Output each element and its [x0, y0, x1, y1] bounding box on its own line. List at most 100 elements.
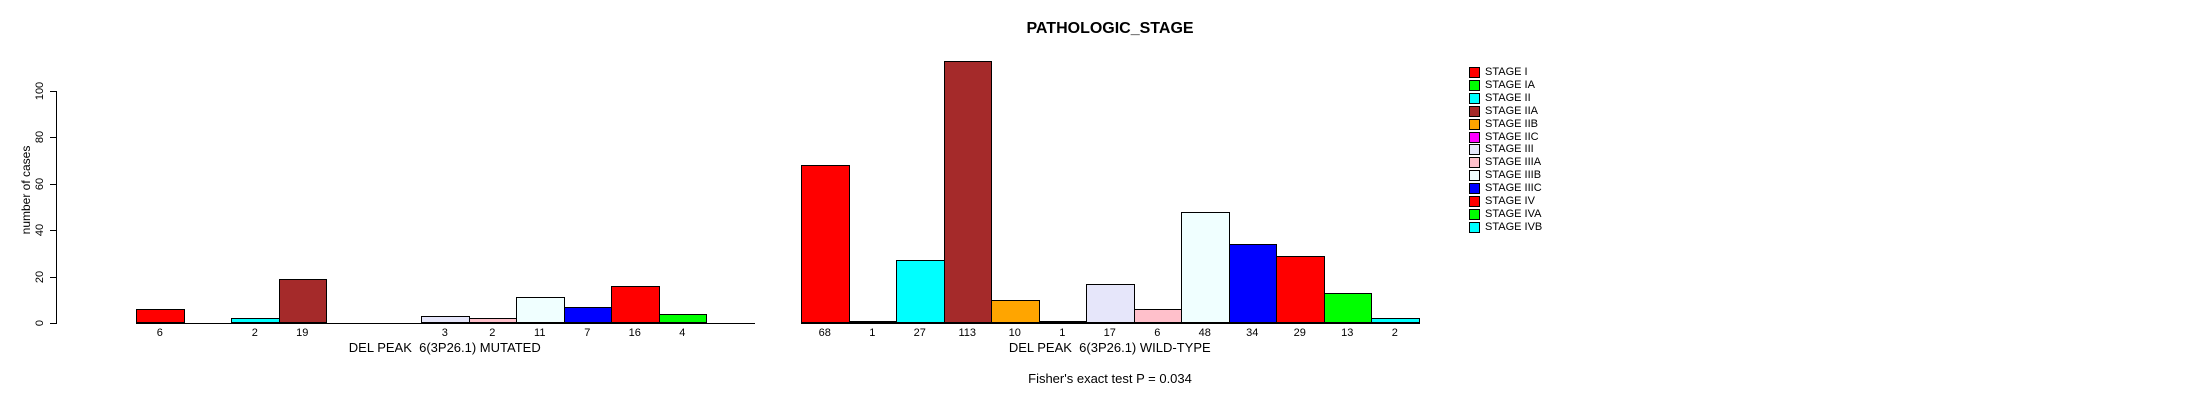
- bar-value-label: 6: [1154, 327, 1161, 339]
- legend-item-stage-iiic: STAGE IIIC: [1469, 182, 1542, 195]
- bar-stage-iiic-mutated: [563, 306, 612, 323]
- y-tick-mark: [50, 137, 57, 139]
- bar-stage-ivb-wild-type: [1371, 318, 1420, 323]
- bar-stage-iva-wild-type: [1323, 292, 1372, 323]
- legend-item-stage-iii: STAGE III: [1469, 143, 1534, 156]
- legend-swatch: [1469, 157, 1480, 169]
- bar-stage-iv-wild-type: [1276, 255, 1325, 323]
- bar-stage-iiib-mutated: [516, 297, 565, 323]
- x-axis-group-label-mutated: DEL PEAK 6(3P26.1) MUTATED: [348, 340, 541, 355]
- y-tick-label: 80: [34, 131, 46, 144]
- legend-item-stage-ivb: STAGE IVB: [1469, 221, 1542, 234]
- y-tick-label: 0: [34, 319, 46, 327]
- bar-stage-iii-mutated: [421, 316, 470, 323]
- legend-swatch: [1469, 105, 1480, 117]
- bar-value-label: 16: [628, 327, 641, 339]
- bar-value-label: 19: [296, 327, 309, 339]
- legend-label: STAGE IIIB: [1485, 169, 1542, 182]
- legend-label: STAGE IIC: [1485, 130, 1539, 143]
- legend-item-stage-ii: STAGE II: [1469, 92, 1531, 105]
- legend-item-stage-iiia: STAGE IIIA: [1469, 156, 1541, 169]
- y-tick-mark: [50, 183, 57, 185]
- bar-value-label: 34: [1246, 327, 1259, 339]
- bar-value-label: 6: [156, 327, 163, 339]
- bar-value-label: 4: [679, 327, 686, 339]
- legend-item-stage-iic: STAGE IIC: [1469, 131, 1539, 144]
- bar-value-label: 2: [489, 327, 496, 339]
- legend-item-stage-iv: STAGE IV: [1469, 195, 1535, 208]
- y-tick-label: 40: [34, 224, 46, 237]
- bar-stage-iiia-wild-type: [1133, 309, 1182, 323]
- y-tick-mark: [50, 230, 57, 232]
- legend-swatch: [1469, 183, 1480, 195]
- bar-value-label: 10: [1008, 327, 1021, 339]
- y-axis-line: [56, 91, 57, 324]
- legend-label: STAGE II: [1485, 91, 1531, 104]
- legend-item-stage-iiib: STAGE IIIB: [1469, 169, 1541, 182]
- legend-swatch: [1469, 170, 1480, 182]
- legend-swatch: [1469, 208, 1480, 220]
- y-tick-label: 100: [34, 81, 46, 101]
- legend-swatch: [1469, 144, 1480, 156]
- fisher-test-annotation: Fisher's exact test P = 0.034: [1028, 371, 1192, 386]
- bar-value-label: 48: [1198, 327, 1211, 339]
- bar-value-label: 113: [958, 327, 977, 339]
- bar-value-label: 13: [1341, 327, 1354, 339]
- legend-item-stage-iva: STAGE IVA: [1469, 208, 1541, 221]
- x-axis-baseline-mutated: [136, 323, 755, 324]
- legend-swatch: [1469, 221, 1480, 233]
- legend-swatch: [1469, 79, 1480, 91]
- legend-swatch: [1469, 67, 1480, 78]
- x-axis-baseline-wild-type: [801, 323, 1420, 324]
- bar-stage-iii-wild-type: [1086, 283, 1135, 323]
- bar-stage-iv-mutated: [611, 285, 660, 323]
- bar-value-label: 1: [869, 327, 876, 339]
- legend-item-stage-i: STAGE I: [1469, 66, 1528, 79]
- legend-item-stage-iia: STAGE IIA: [1469, 105, 1538, 118]
- bar-stage-iia-wild-type: [943, 60, 992, 323]
- legend-swatch: [1469, 92, 1480, 104]
- bar-stage-iia-mutated: [278, 278, 327, 323]
- y-tick-mark: [50, 91, 57, 92]
- bar-stage-iiic-wild-type: [1228, 244, 1277, 323]
- bar-value-label: 3: [441, 327, 448, 339]
- legend-label: STAGE IA: [1485, 78, 1535, 91]
- legend-label: STAGE IIA: [1485, 104, 1538, 117]
- legend-label: STAGE IIIC: [1485, 182, 1542, 195]
- bar-stage-ii-wild-type: [896, 260, 945, 323]
- x-axis-group-label-wild-type: DEL PEAK 6(3P26.1) WILD-TYPE: [1008, 340, 1211, 355]
- bar-value-label: 2: [1391, 327, 1398, 339]
- bar-value-label: 27: [913, 327, 926, 339]
- legend-item-stage-iib: STAGE IIB: [1469, 118, 1538, 131]
- legend-label: STAGE IIB: [1485, 117, 1538, 130]
- bar-value-label: 11: [534, 327, 546, 339]
- legend-swatch: [1469, 118, 1480, 130]
- bar-stage-i-wild-type: [801, 165, 850, 323]
- bar-value-label: 7: [584, 327, 591, 339]
- legend-swatch: [1469, 131, 1480, 143]
- bar-stage-iib-wild-type: [991, 299, 1040, 323]
- y-tick-label: 60: [34, 177, 46, 190]
- y-axis-label: number of cases: [19, 145, 33, 235]
- legend-label: STAGE IIIA: [1485, 156, 1542, 169]
- bar-value-label: 68: [818, 327, 831, 339]
- bar-value-label: 1: [1059, 327, 1066, 339]
- legend-label: STAGE I: [1485, 66, 1528, 78]
- y-tick-mark: [50, 276, 57, 278]
- legend-label: STAGE IVA: [1485, 207, 1542, 220]
- bar-value-label: 29: [1293, 327, 1306, 339]
- chart-title: PATHOLOGIC_STAGE: [1026, 20, 1194, 37]
- legend-swatch: [1469, 196, 1480, 207]
- bar-stage-i-mutated: [136, 309, 185, 323]
- legend-label: STAGE III: [1485, 143, 1534, 156]
- bar-value-label: 2: [251, 327, 258, 339]
- bar-value-label: 17: [1103, 327, 1116, 339]
- y-tick-label: 20: [34, 270, 46, 283]
- bar-stage-iva-mutated: [658, 313, 707, 323]
- y-tick-mark: [50, 323, 57, 324]
- bar-stage-iiib-wild-type: [1181, 211, 1230, 323]
- legend-label: STAGE IV: [1485, 195, 1535, 207]
- legend-label: STAGE IVB: [1485, 220, 1543, 233]
- legend-item-stage-ia: STAGE IA: [1469, 79, 1535, 92]
